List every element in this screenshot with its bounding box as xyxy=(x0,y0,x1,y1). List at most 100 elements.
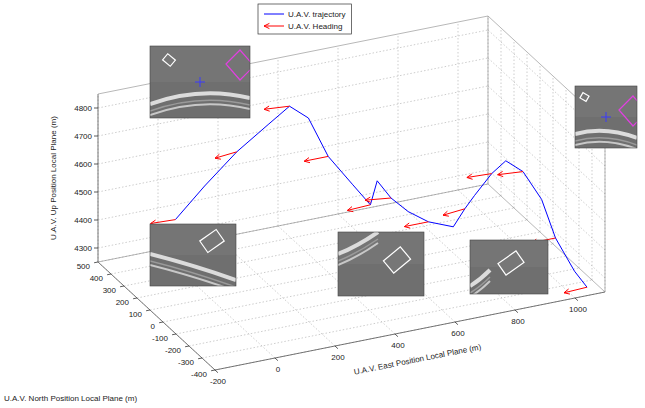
x-tick xyxy=(275,358,278,361)
x-tick xyxy=(515,310,518,313)
grid-line xyxy=(338,214,455,322)
legend-swatch xyxy=(264,23,284,28)
legend-label: U.A.V. Heading xyxy=(288,22,342,31)
image-crosshair xyxy=(601,112,611,122)
y-tick-label: 500 xyxy=(77,262,91,271)
y-tick xyxy=(120,286,124,288)
image-content xyxy=(470,240,548,294)
camera-image xyxy=(150,224,236,291)
image-frame xyxy=(470,240,548,294)
y-tick-label: -300 xyxy=(178,358,195,367)
z-axis-title: U.A.V. Up Position Local Plane (m) xyxy=(49,116,58,240)
image-crosshair xyxy=(195,77,205,87)
z-tick-label: 4800 xyxy=(74,104,92,113)
image-frame xyxy=(575,86,637,148)
grid-line xyxy=(458,22,459,190)
heading-arrow xyxy=(365,197,391,202)
camera-image xyxy=(150,46,254,118)
y-tick xyxy=(146,310,150,312)
grid-line xyxy=(488,142,605,250)
z-tick-label: 4500 xyxy=(74,188,92,197)
x-tick xyxy=(455,322,458,325)
y-tick xyxy=(172,334,176,336)
heading-arrow xyxy=(404,222,428,228)
y-tick xyxy=(198,358,202,360)
x-tick xyxy=(575,298,578,301)
x-tick-label: 400 xyxy=(391,341,405,350)
image-road-edge xyxy=(338,239,378,261)
grid-line xyxy=(137,220,527,298)
image-content xyxy=(150,224,236,286)
legend: U.A.V. trajectory U.A.V. Heading xyxy=(258,4,352,34)
grid-line xyxy=(527,52,528,220)
grid-line xyxy=(501,28,502,196)
image-track-box xyxy=(619,96,637,126)
camera-image xyxy=(575,86,645,149)
heading-arrow xyxy=(347,205,370,212)
image-road-edge xyxy=(150,104,250,115)
chart: -20002004006008001000-400-300-200-100010… xyxy=(0,0,645,408)
box-edge xyxy=(605,124,606,292)
image-target xyxy=(163,54,176,67)
x-tick-label: 800 xyxy=(511,317,525,326)
z-tick xyxy=(94,108,98,109)
x-tick xyxy=(395,334,398,337)
image-target xyxy=(200,230,224,253)
ticks: -20002004006008001000-400-300-200-100010… xyxy=(74,104,587,386)
heading-arrow xyxy=(498,171,523,176)
image-content xyxy=(575,86,637,148)
heading-arrow xyxy=(264,106,289,111)
y-tick-label: 300 xyxy=(103,286,117,295)
image-road-edge xyxy=(150,265,236,286)
image-content xyxy=(150,46,250,118)
image-ground xyxy=(150,46,250,118)
z-tick xyxy=(94,136,98,137)
image-target xyxy=(498,251,524,275)
image-shade xyxy=(150,46,250,82)
camera-image xyxy=(338,232,424,296)
grid-line xyxy=(98,142,488,220)
image-ground xyxy=(470,240,548,294)
heading-arrow xyxy=(304,156,328,162)
x-axis-title: U.A.V. East Position Local Plane (m) xyxy=(353,342,482,376)
z-tick-label: 4600 xyxy=(74,160,92,169)
z-tick xyxy=(94,220,98,221)
image-track-box xyxy=(226,50,250,80)
x-tick xyxy=(335,346,338,349)
box-edge xyxy=(488,16,489,184)
heading-arrow xyxy=(467,174,492,180)
x-tick-label: 600 xyxy=(451,329,465,338)
x-tick-label: 0 xyxy=(276,365,281,374)
z-tick-label: 4300 xyxy=(74,244,92,253)
grid-line xyxy=(98,94,99,262)
image-content xyxy=(338,232,424,296)
y-tick-label: -400 xyxy=(191,370,208,379)
legend-label: U.A.V. trajectory xyxy=(288,10,346,19)
image-frame xyxy=(338,232,424,296)
grid-line xyxy=(514,40,515,208)
image-frame xyxy=(150,224,236,286)
trajectory-line xyxy=(175,106,587,287)
heading-arrow xyxy=(564,287,587,294)
y-tick xyxy=(133,298,137,300)
x-tick-label: 200 xyxy=(331,353,345,362)
grid-line xyxy=(398,34,399,202)
x-tick xyxy=(215,370,218,373)
image-target xyxy=(383,247,410,273)
axes-box xyxy=(98,16,605,370)
box-edge xyxy=(98,184,488,262)
image-road-edge xyxy=(575,142,637,148)
image-road-edge xyxy=(470,281,490,294)
heading-arrow xyxy=(215,152,237,159)
y-tick xyxy=(94,262,98,264)
grid-line xyxy=(98,184,488,262)
image-frame xyxy=(150,46,250,118)
image-road-edge xyxy=(150,261,236,286)
grid xyxy=(98,16,605,370)
grid-line xyxy=(566,88,567,256)
image-shade xyxy=(150,224,236,255)
y-tick xyxy=(185,346,189,348)
z-tick xyxy=(94,248,98,249)
y-tick xyxy=(107,274,111,276)
grid-line xyxy=(338,46,339,214)
